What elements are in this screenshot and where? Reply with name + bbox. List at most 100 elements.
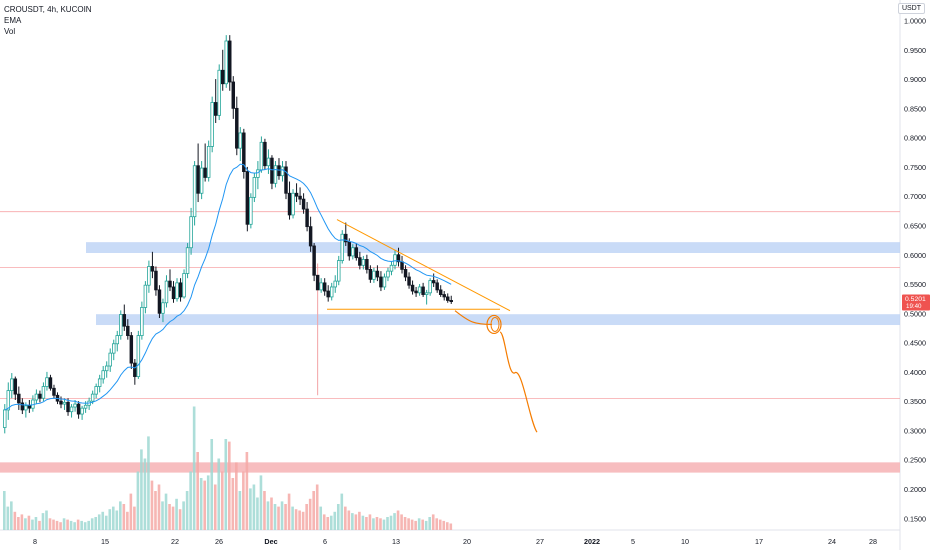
volume-bar xyxy=(301,511,305,530)
volume-bar xyxy=(438,519,442,530)
volume-bar xyxy=(319,506,323,530)
candle xyxy=(315,274,320,291)
volume-bar xyxy=(245,452,249,530)
volume-bar xyxy=(403,517,407,530)
currency-selector[interactable]: USDT xyxy=(897,3,925,14)
price-axis-background xyxy=(900,0,932,550)
time-tick-label: 2022 xyxy=(584,537,600,546)
volume-bar xyxy=(449,523,453,530)
volume-bar xyxy=(133,506,136,530)
candle xyxy=(112,343,116,354)
candle xyxy=(126,325,130,336)
volume-bar xyxy=(69,520,73,530)
candle xyxy=(344,233,348,243)
volume-bar xyxy=(94,517,98,530)
candle xyxy=(442,294,446,298)
candle xyxy=(354,247,359,259)
candle xyxy=(122,314,127,327)
projection-path xyxy=(454,310,493,326)
candle xyxy=(97,378,102,387)
candle xyxy=(76,403,81,415)
candle xyxy=(298,195,302,200)
volume-bar xyxy=(66,519,69,530)
volume-bar xyxy=(178,509,182,530)
volume-bar xyxy=(157,484,161,530)
time-tick-label: 20 xyxy=(463,537,471,546)
volume-bar xyxy=(354,514,358,530)
volume-bar xyxy=(189,471,192,530)
candle xyxy=(69,406,74,413)
candle xyxy=(133,362,137,377)
candle xyxy=(259,141,264,171)
volume-bar xyxy=(185,491,189,530)
volume-bar xyxy=(291,506,294,530)
candle xyxy=(287,192,292,216)
price-tick-label: 0.1500 xyxy=(904,514,926,523)
volume-bar xyxy=(428,517,432,530)
ema-indicator-label[interactable]: EMA xyxy=(4,16,22,25)
volume-bar xyxy=(3,491,6,530)
volume-bar xyxy=(280,501,284,530)
candle xyxy=(291,192,295,216)
time-tick-label: 13 xyxy=(392,537,400,546)
candle xyxy=(185,247,190,274)
candle xyxy=(319,282,323,291)
volume-bar xyxy=(294,509,298,530)
volume-bar xyxy=(312,491,315,530)
candle xyxy=(213,102,218,116)
volume-bar xyxy=(111,506,115,530)
price-axis: 1.0000 0.9500 0.9000 0.8500 0.8000 0.7500 0.70… xyxy=(904,16,926,523)
volume-bar xyxy=(389,515,393,530)
candle xyxy=(421,286,425,295)
volume-bar xyxy=(175,498,178,530)
volume-bar xyxy=(266,501,270,530)
volume-bar xyxy=(210,439,214,530)
time-tick-label: 8 xyxy=(33,537,37,546)
candle xyxy=(20,402,25,411)
candle xyxy=(249,196,253,225)
time-tick-label: 28 xyxy=(869,537,877,546)
volume-bar xyxy=(217,458,221,530)
candle xyxy=(322,282,327,292)
candle xyxy=(136,335,141,377)
candle xyxy=(119,314,123,336)
symbol-label[interactable]: CROUSDT, 4h, KUCOIN xyxy=(4,5,92,14)
candle xyxy=(52,387,56,396)
volume-bar xyxy=(213,484,217,530)
price-tick-label: 1.0000 xyxy=(904,16,926,25)
volume-bar xyxy=(24,518,27,530)
candle xyxy=(90,393,95,402)
volume-indicator-label[interactable]: Vol xyxy=(4,27,16,36)
candle xyxy=(48,377,53,389)
candle xyxy=(10,378,14,392)
volume-bar xyxy=(228,441,231,530)
candle xyxy=(424,292,429,295)
candle xyxy=(220,69,225,85)
volume-bar xyxy=(192,406,196,530)
volume-bar xyxy=(344,506,347,530)
volume-bar xyxy=(259,475,263,530)
candle xyxy=(347,241,352,257)
candle xyxy=(178,282,183,298)
candle xyxy=(101,370,105,380)
price-tick-label: 0.2000 xyxy=(904,485,926,494)
candle xyxy=(224,40,228,85)
volume-bar xyxy=(224,439,228,530)
volume-bar xyxy=(270,497,273,530)
candle xyxy=(34,393,39,401)
volume-bar xyxy=(101,511,105,530)
candle xyxy=(431,280,436,284)
candle xyxy=(203,167,207,178)
candle xyxy=(192,165,197,218)
candle xyxy=(273,165,278,184)
candle xyxy=(238,132,243,149)
candle xyxy=(379,276,383,288)
volume-bar xyxy=(90,518,94,530)
volume-bar xyxy=(164,493,168,530)
time-tick-label: 17 xyxy=(755,537,763,546)
candle xyxy=(206,146,211,178)
volume-bar xyxy=(231,478,235,530)
candle xyxy=(104,365,109,372)
